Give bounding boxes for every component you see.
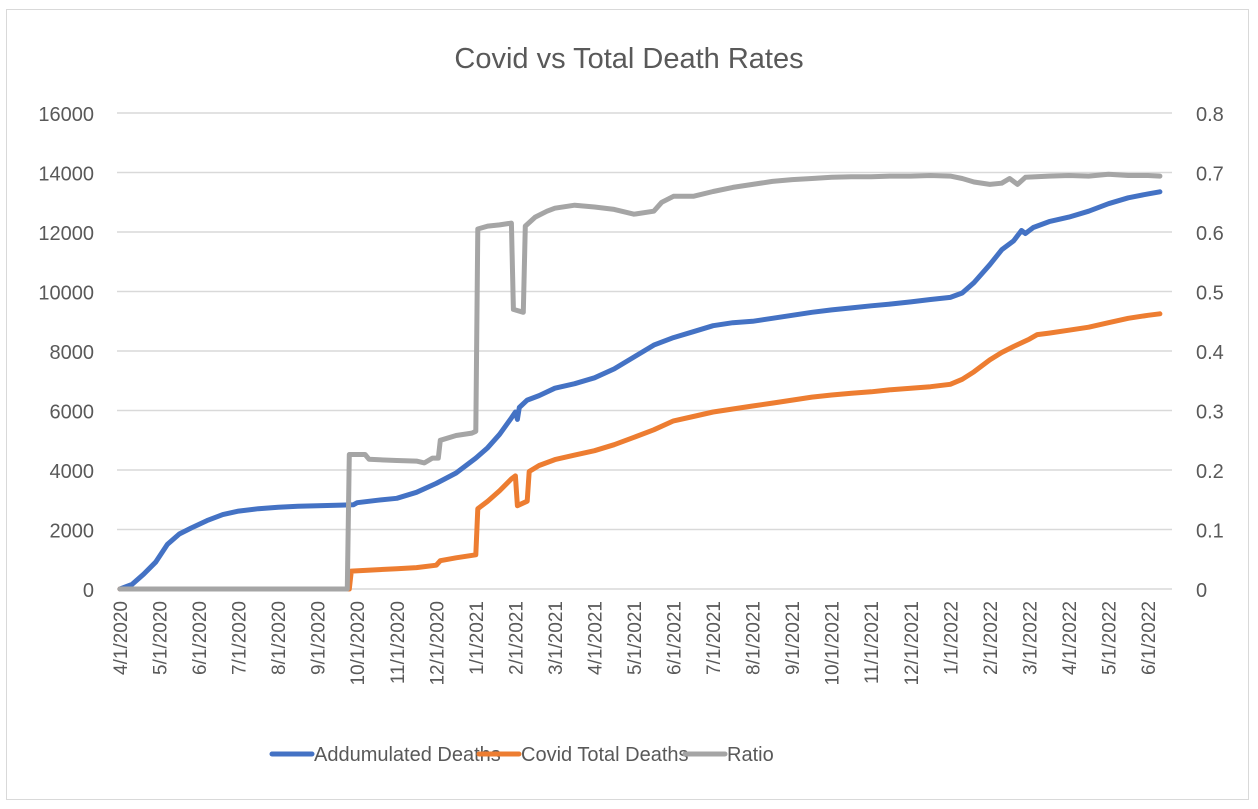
legend: Addumulated Deaths Covid Total Deaths Rati… <box>269 744 774 766</box>
legend-label: Ratio <box>727 744 774 766</box>
x-tick-label: 8/1/2021 <box>744 601 765 675</box>
x-tick-label: 2/1/2022 <box>981 601 1002 675</box>
y-tick-label: 8000 <box>50 342 95 364</box>
x-tick-label: 6/1/2020 <box>190 601 211 675</box>
series-line-ratio <box>117 171 1163 592</box>
chart-title: Covid vs Total Death Rates <box>454 43 803 75</box>
x-axis: 4/1/2020 5/1/2020 6/1/2020 7/1/2020 8/1/2020… <box>111 601 1160 686</box>
x-tick-label: 8/1/2020 <box>269 601 290 675</box>
y2-tick-label: 0.2 <box>1196 461 1224 483</box>
x-tick-label: 10/1/2021 <box>823 601 844 686</box>
y-axis-left: 0 2000 4000 6000 8000 10000 12000 14000 16000 <box>38 104 94 602</box>
x-tick-label: 3/1/2021 <box>546 601 567 675</box>
y-tick-label: 12000 <box>38 223 94 245</box>
x-tick-label: 9/1/2021 <box>783 601 804 675</box>
x-tick-label: 12/1/2020 <box>427 601 448 686</box>
x-tick-label: 7/1/2021 <box>704 601 725 675</box>
x-tick-label: 5/1/2020 <box>151 601 172 675</box>
x-tick-label: 4/1/2021 <box>585 601 606 675</box>
x-tick-label: 12/1/2021 <box>902 601 923 686</box>
y-tick-label: 10000 <box>38 283 94 305</box>
x-tick-label: 9/1/2020 <box>309 601 330 675</box>
y2-tick-label: 0.5 <box>1196 283 1224 305</box>
y-tick-label: 0 <box>83 580 94 602</box>
y-axis-right: 0 0.1 0.2 0.3 0.4 0.5 0.6 0.7 0.8 <box>1196 104 1224 602</box>
x-tick-label: 5/1/2022 <box>1099 601 1120 675</box>
x-tick-label: 11/1/2021 <box>862 601 883 684</box>
x-tick-label: 3/1/2022 <box>1020 601 1041 675</box>
x-tick-label: 6/1/2021 <box>665 601 686 675</box>
x-tick-label: 10/1/2020 <box>348 601 369 686</box>
y2-tick-label: 0.3 <box>1196 402 1224 424</box>
y-tick-label: 6000 <box>50 402 95 424</box>
y-tick-label: 4000 <box>50 461 95 483</box>
x-tick-label: 11/1/2020 <box>388 601 409 684</box>
x-tick-label: 6/1/2022 <box>1139 601 1160 675</box>
x-tick-label: 2/1/2021 <box>506 601 527 675</box>
y2-tick-label: 0.4 <box>1196 342 1224 364</box>
y-tick-label: 16000 <box>38 104 94 126</box>
series-lines <box>117 171 1163 592</box>
x-tick-label: 1/1/2021 <box>467 601 488 675</box>
x-tick-label: 7/1/2020 <box>230 601 251 675</box>
y2-tick-label: 0.1 <box>1196 521 1224 543</box>
series-line-addumulated-deaths <box>117 189 1163 592</box>
y2-tick-label: 0.7 <box>1196 164 1224 186</box>
x-tick-label: 4/1/2022 <box>1060 601 1081 675</box>
legend-label: Addumulated Deaths <box>314 744 501 766</box>
y2-tick-label: 0 <box>1196 580 1207 602</box>
x-tick-label: 1/1/2022 <box>941 601 962 675</box>
x-tick-label: 5/1/2021 <box>625 601 646 675</box>
y2-tick-label: 0.8 <box>1196 104 1224 126</box>
y2-tick-label: 0.6 <box>1196 223 1224 245</box>
x-tick-label: 4/1/2020 <box>111 601 132 675</box>
legend-label: Covid Total Deaths <box>521 744 689 766</box>
y-tick-label: 2000 <box>50 521 95 543</box>
y-tick-label: 14000 <box>38 164 94 186</box>
series-line-covid-total-deaths <box>117 311 1163 592</box>
chart-frame <box>6 9 1249 800</box>
